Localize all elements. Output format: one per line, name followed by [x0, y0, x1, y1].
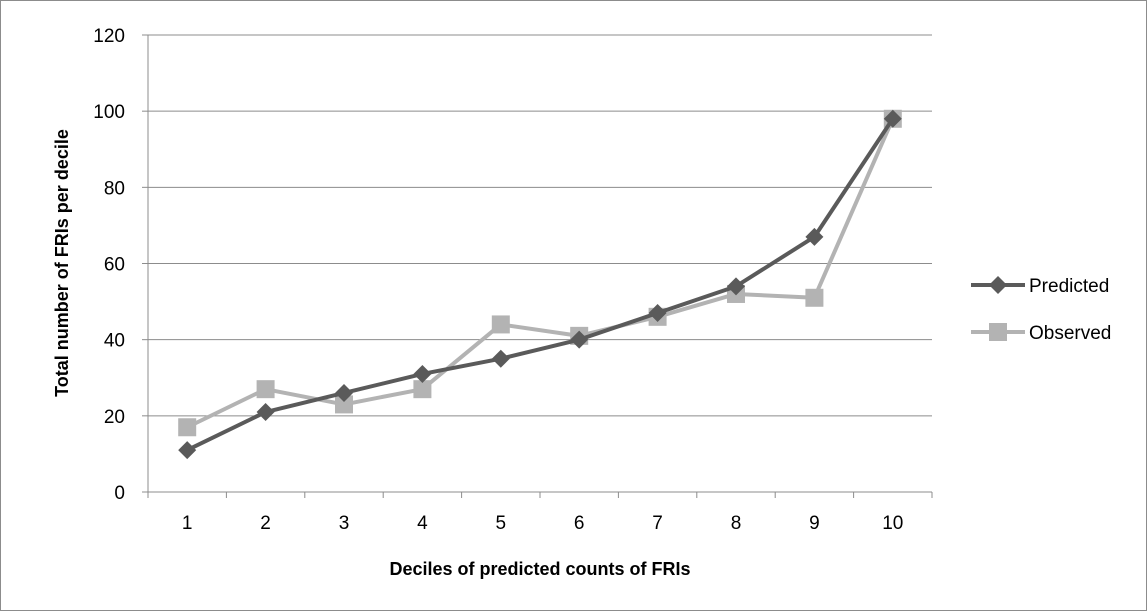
x-tick-label: 9 — [809, 513, 820, 534]
series-line-predicted — [186, 117, 895, 452]
y-tick-label: 20 — [104, 407, 125, 428]
data-point-predicted — [335, 383, 353, 402]
y-tick-label: 120 — [93, 26, 125, 47]
legend-item-observed: Observed — [971, 323, 1111, 344]
x-tick-label: 8 — [731, 513, 742, 534]
data-point-predicted — [648, 304, 667, 323]
x-tick-label: 1 — [182, 513, 193, 534]
legend-marker-observed — [989, 323, 1007, 341]
data-point-observed — [413, 380, 432, 399]
y-tick-label: 40 — [104, 331, 125, 352]
data-point-observed — [491, 315, 510, 334]
data-point-predicted — [491, 349, 510, 368]
data-point-predicted — [805, 227, 824, 246]
series-observed — [178, 109, 902, 437]
data-point-observed — [178, 418, 197, 437]
y-axis-title: Total number of FRIs per decile — [52, 129, 72, 397]
legend-marker-predicted — [989, 276, 1007, 294]
legend-item-predicted: Predicted — [971, 276, 1109, 297]
data-point-predicted — [413, 364, 432, 383]
gridlines — [148, 34, 932, 417]
data-point-observed — [805, 288, 824, 307]
data-point-predicted — [570, 330, 589, 349]
data-point-observed — [335, 395, 353, 414]
data-point-predicted — [178, 441, 197, 460]
data-point-predicted — [256, 403, 275, 422]
series — [178, 109, 902, 460]
data-point-observed — [256, 380, 275, 399]
y-tick-label: 0 — [114, 483, 125, 504]
x-tick-label: 3 — [339, 513, 350, 534]
x-tick-label: 4 — [417, 513, 428, 534]
y-tick-label: 60 — [104, 255, 125, 276]
legend-label-observed: Observed — [1029, 323, 1111, 344]
series-line-observed — [186, 117, 895, 430]
series-predicted — [178, 109, 902, 460]
data-point-predicted — [727, 277, 745, 296]
x-tick-label: 7 — [652, 513, 663, 534]
x-tick-label: 5 — [496, 513, 507, 534]
legend: Predicted Observed — [971, 276, 1111, 344]
x-axis-title: Deciles of predicted counts of FRIs — [389, 559, 690, 579]
legend-label-predicted: Predicted — [1029, 276, 1109, 297]
x-tick-label: 6 — [574, 513, 585, 534]
y-tick-labels: 0 20 40 60 80 100 120 — [93, 26, 125, 504]
axes — [142, 34, 933, 498]
x-tick-label: 10 — [882, 513, 903, 534]
y-tick-label: 100 — [93, 102, 125, 123]
data-point-predicted — [883, 109, 902, 128]
x-tick-label: 2 — [260, 513, 271, 534]
y-tick-label: 80 — [104, 178, 125, 199]
x-tick-labels: 1 2 3 4 5 6 7 8 9 10 — [182, 513, 903, 534]
